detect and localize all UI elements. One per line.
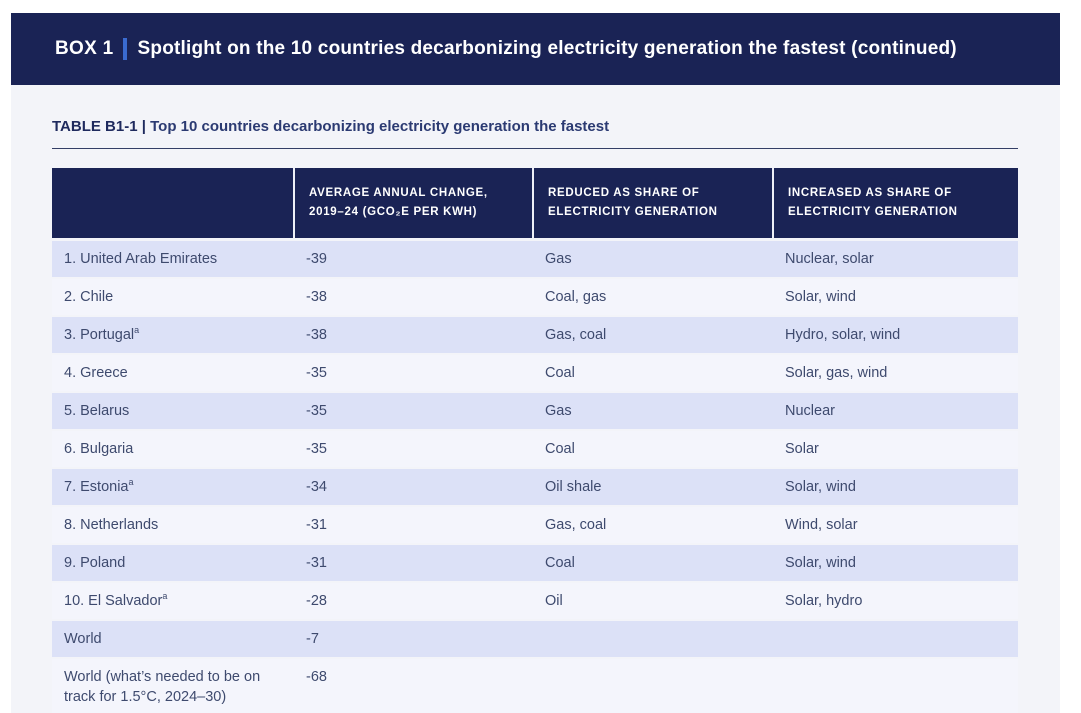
cell-reduced: Coal — [545, 440, 575, 457]
header-reduced-share: REDUCED AS SHARE OF ELECTRICITY GENERATI… — [532, 168, 773, 239]
cell-country: 2. Chile — [64, 288, 114, 305]
box-content-area: TABLE B1-1 | Top 10 countries decarboniz… — [11, 85, 1060, 713]
box-header-banner: BOX 1 Spotlight on the 10 countries deca… — [11, 13, 1060, 85]
cell-reduced: Coal — [545, 364, 575, 381]
table-header: AVERAGE ANNUAL CHANGE, 2019–24 (GCO₂E PE… — [52, 168, 1018, 239]
cell-change: -31 — [306, 554, 327, 571]
table-caption: TABLE B1-1 | Top 10 countries decarboniz… — [52, 85, 1018, 135]
cell-reduced: Gas — [545, 402, 572, 419]
table-row: 6. Bulgaria -35 Coal Solar — [52, 429, 1018, 468]
box-title: Spotlight on the 10 countries decarboniz… — [137, 38, 957, 59]
header-increased-share: INCREASED AS SHARE OF ELECTRICITY GENERA… — [772, 168, 1018, 239]
cell-reduced — [533, 620, 773, 658]
cell-country: 5. Belarus — [64, 402, 130, 419]
cell-increased: Hydro, solar, wind — [785, 326, 901, 343]
box-number-label: BOX 1 — [55, 38, 114, 59]
cell-country: World — [64, 630, 102, 647]
cell-increased: Solar — [785, 440, 819, 457]
cell-country: 4. Greece — [64, 364, 128, 381]
table-row: World (what’s needed to be on track for … — [52, 657, 1018, 713]
table-row: 10. El Salvadora -28 Oil Solar, hydro — [52, 581, 1018, 620]
cell-increased: Solar, wind — [785, 554, 856, 571]
cell-change: -31 — [306, 516, 327, 533]
table-row: World -7 — [52, 619, 1018, 658]
cell-increased — [773, 658, 1018, 713]
cell-change: -68 — [306, 668, 327, 685]
cell-country: 3. Portugala — [64, 324, 140, 343]
cell-reduced: Gas, coal — [545, 516, 607, 533]
cell-change: -38 — [306, 288, 327, 305]
cell-country: 1. United Arab Emirates — [64, 250, 218, 267]
table-row: 8. Netherlands -31 Gas, coal Wind, solar — [52, 505, 1018, 544]
cell-reduced: Coal, gas — [545, 288, 607, 305]
header-row: AVERAGE ANNUAL CHANGE, 2019–24 (GCO₂E PE… — [52, 168, 1018, 239]
cell-change: -35 — [306, 440, 327, 457]
table-row: 4. Greece -35 Coal Solar, gas, wind — [52, 353, 1018, 392]
cell-country: 7. Estoniaa — [64, 476, 134, 495]
cell-change: -35 — [306, 364, 327, 381]
cell-country: 10. El Salvadora — [64, 590, 168, 609]
cell-increased: Wind, solar — [785, 516, 858, 533]
header-country — [52, 168, 294, 239]
cell-increased — [773, 620, 1018, 658]
cell-increased: Solar, hydro — [785, 592, 863, 609]
cell-increased: Nuclear, solar — [785, 250, 874, 267]
cell-country: 8. Netherlands — [64, 516, 159, 533]
footnote-marker: a — [162, 590, 168, 601]
cell-reduced: Gas, coal — [545, 326, 607, 343]
cell-change: -7 — [306, 630, 319, 647]
cell-change: -35 — [306, 402, 327, 419]
cell-country: 6. Bulgaria — [64, 440, 134, 457]
table-row: 9. Poland -31 Coal Solar, wind — [52, 543, 1018, 582]
cell-country: 9. Poland — [64, 554, 126, 571]
cell-country: World (what’s needed to be on track for … — [64, 668, 261, 705]
table-title-text: Top 10 countries decarbonizing electrici… — [150, 118, 610, 135]
cell-increased: Solar, wind — [785, 478, 856, 495]
decarbonization-table: AVERAGE ANNUAL CHANGE, 2019–24 (GCO₂E PE… — [52, 168, 1018, 713]
cell-reduced: Gas — [545, 250, 572, 267]
cell-change: -34 — [306, 478, 327, 495]
table-container: TABLE B1-1 | Top 10 countries decarboniz… — [52, 85, 1018, 713]
header-average-annual-change: AVERAGE ANNUAL CHANGE, 2019–24 (GCO₂E PE… — [293, 168, 533, 239]
table-row: 2. Chile -38 Coal, gas Solar, wind — [52, 277, 1018, 316]
table-row: 1. United Arab Emirates -39 Gas Nuclear, so… — [52, 239, 1018, 278]
cell-reduced — [533, 658, 773, 713]
table-number-label: TABLE B1-1 | — [52, 118, 146, 135]
cell-reduced: Coal — [545, 554, 575, 571]
cell-increased: Solar, wind — [785, 288, 856, 305]
caption-divider — [52, 148, 1018, 149]
table-row: 3. Portugala -38 Gas, coal Hydro, solar, wi… — [52, 315, 1018, 354]
table-row: 7. Estoniaa -34 Oil shale Solar, wind — [52, 467, 1018, 506]
cell-reduced: Oil — [545, 592, 563, 609]
cell-change: -38 — [306, 326, 327, 343]
footnote-marker: a — [134, 324, 140, 335]
divider-bar — [122, 38, 127, 60]
table-body: 1. United Arab Emirates -39 Gas Nuclear, so… — [52, 239, 1018, 713]
cell-reduced: Oil shale — [545, 478, 602, 495]
footnote-marker: a — [128, 476, 134, 487]
cell-increased: Solar, gas, wind — [785, 364, 888, 381]
cell-change: -28 — [306, 592, 327, 609]
table-row: 5. Belarus -35 Gas Nuclear — [52, 391, 1018, 430]
cell-increased: Nuclear — [785, 402, 835, 419]
cell-change: -39 — [306, 250, 327, 267]
